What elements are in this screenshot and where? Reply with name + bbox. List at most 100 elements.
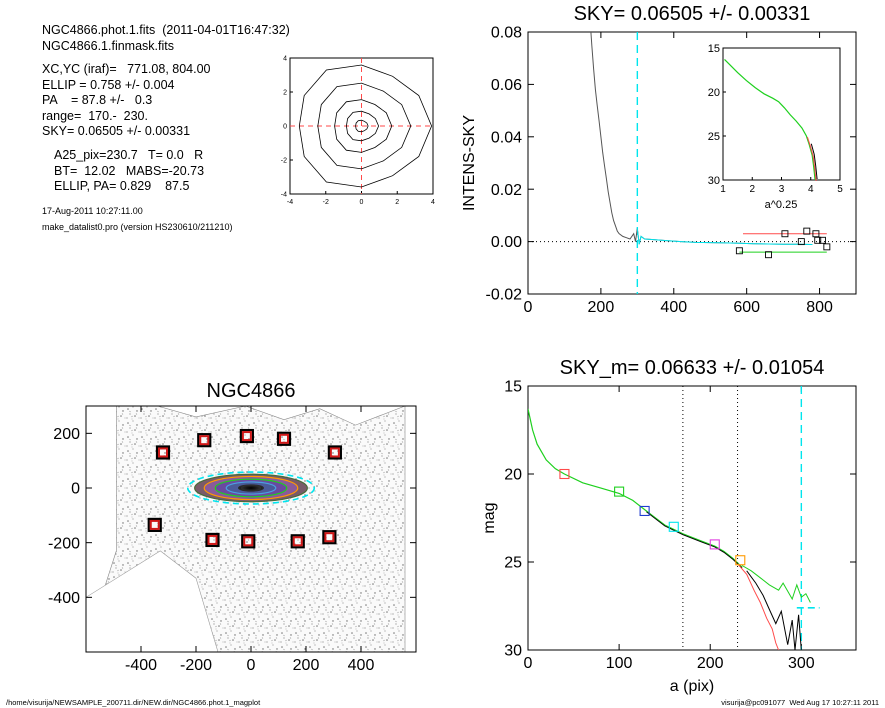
sky-box-inner xyxy=(324,532,335,543)
info-xcyc: XC,YC (iraf)= 771.08, 804.00 xyxy=(42,62,211,76)
sky-box-inner xyxy=(243,536,254,547)
info-bt: BT= 12.02 MABS=-20.73 xyxy=(54,164,205,178)
inset-xtick-label: 5 xyxy=(837,184,843,195)
info-pa: PA = 87.8 +/- 0.3 xyxy=(42,93,153,107)
image-ytick-label: -200 xyxy=(48,535,80,552)
sky-point xyxy=(819,236,826,244)
mag-plot-xtick-label: 0 xyxy=(524,655,533,672)
sky-point xyxy=(812,230,820,238)
sky-box-outer xyxy=(239,428,254,444)
contour-level xyxy=(317,82,412,170)
sky-plot-ylabel: INTENS-SKY xyxy=(461,115,478,211)
inset-profile-red xyxy=(806,136,817,182)
sky-point xyxy=(735,247,743,255)
contour-ytick-label: 2 xyxy=(283,90,287,97)
sky-plot-xtick-label: 800 xyxy=(806,299,833,316)
sky-box-inner xyxy=(207,534,218,545)
sky-plot-ytick-label: -0.02 xyxy=(486,287,523,304)
sky-box-inner xyxy=(158,447,168,458)
image-xtick-label: 200 xyxy=(293,657,320,674)
sky-box-outer xyxy=(147,517,162,533)
sky-plot-xtick-label: 200 xyxy=(588,299,615,316)
inset-profile-green xyxy=(724,58,816,181)
sky-box-inner xyxy=(199,435,210,446)
contour-xtick-label: 2 xyxy=(395,199,399,206)
sky-box-inner xyxy=(329,447,340,458)
image-title: NGC4866 xyxy=(207,380,296,402)
mag-plot-xtick-label: 300 xyxy=(788,655,815,672)
sky-point xyxy=(797,238,805,246)
mag-marker xyxy=(735,555,746,566)
mag-marker xyxy=(559,468,570,480)
mag-plot-title: SKY_m= 0.06633 +/- 0.01054 xyxy=(560,357,825,379)
sky-box-outer xyxy=(290,534,305,549)
sky-box-outer xyxy=(205,532,220,548)
sky-point xyxy=(781,230,789,238)
mag-tail-green xyxy=(741,565,811,603)
inset-xlabel: a^0.25 xyxy=(765,199,798,211)
image-xtick-label: -400 xyxy=(125,657,157,674)
sky-point xyxy=(765,251,772,259)
mag-plot-xlabel: a (pix) xyxy=(670,678,714,695)
sky-box-inner xyxy=(149,519,160,530)
mag-plot-ytick-label: 30 xyxy=(504,643,522,660)
sky-plot-ytick-label: 0.08 xyxy=(491,25,522,42)
image-xtick-label: -200 xyxy=(180,657,212,674)
footer-path: /home/visurija/NEWSAMPLE_200711.dir/NEW.… xyxy=(6,698,261,707)
sky-point xyxy=(814,236,822,244)
sky-point xyxy=(803,227,811,235)
contour-xtick-label: 4 xyxy=(431,199,435,206)
sky-plot-ytick-label: 0.04 xyxy=(491,129,522,146)
inset-ytick-label: 15 xyxy=(708,43,720,55)
sky-box-outer xyxy=(276,431,292,446)
inset-ytick-label: 20 xyxy=(708,87,720,99)
inset-xtick-label: 3 xyxy=(779,184,785,195)
info-date: 17-Aug-2011 10:27:11.00 xyxy=(42,206,143,216)
image-ytick-label: 200 xyxy=(53,426,80,443)
info-ellip: ELLIP = 0.758 +/- 0.004 xyxy=(42,78,175,92)
sky-plot-ytick-label: 0.00 xyxy=(491,234,522,251)
contour-level xyxy=(298,64,433,188)
inset-profile-black xyxy=(810,143,818,180)
contour-xtick-label: -4 xyxy=(287,199,293,206)
info-program: make_datalist0.pro (version HS230610/211… xyxy=(42,222,233,232)
contour-level xyxy=(345,110,380,142)
sky-plot-ytick-label: 0.06 xyxy=(491,77,522,94)
mag-plot-ytick-label: 25 xyxy=(504,555,522,572)
sky-plot-xtick-label: 400 xyxy=(660,299,687,316)
mag-marker xyxy=(614,486,625,497)
sky-box-outer xyxy=(327,445,342,460)
mag-profile-black xyxy=(646,511,743,569)
contour-level xyxy=(355,119,369,133)
mag-plot-xtick-label: 100 xyxy=(606,655,633,672)
footer-user-date: visurija@pc091077 Wed Aug 17 10:27:11 20… xyxy=(721,698,879,707)
contour-ytick-label: 4 xyxy=(283,56,287,63)
inset-ytick-label: 30 xyxy=(708,175,720,187)
mag-tail-red xyxy=(737,563,780,650)
sky-box-outer xyxy=(197,433,212,448)
sky-box-inner xyxy=(279,433,289,444)
sky-plot-title: SKY= 0.06505 +/- 0.00331 xyxy=(574,3,811,25)
sky-box-outer xyxy=(155,445,171,460)
contour-ytick-label: 0 xyxy=(283,124,287,131)
sky-box-outer xyxy=(322,530,337,545)
sky-point xyxy=(823,243,831,251)
contour-xtick-label: -2 xyxy=(323,199,329,206)
sky-plot-xtick-label: 0 xyxy=(524,299,533,316)
sky-plot-ytick-label: 0.02 xyxy=(491,182,522,199)
contour-ytick-label: -4 xyxy=(281,192,287,199)
sky-box-outer xyxy=(241,534,256,549)
inset-xtick-label: 2 xyxy=(749,184,755,195)
galaxy-core xyxy=(241,485,261,491)
info-file-line: NGC4866.phot.1.fits (2011-04-01T16:47:32… xyxy=(42,23,290,37)
mag-plot-frame xyxy=(527,385,857,651)
inset-ytick-label: 25 xyxy=(708,131,720,143)
mag-profile-green xyxy=(528,408,743,568)
mag-plot-xtick-label: 200 xyxy=(697,655,724,672)
contour-ytick-label: -2 xyxy=(281,158,287,165)
mag-marker xyxy=(668,521,679,532)
info-sky: SKY= 0.06505 +/- 0.00331 xyxy=(42,124,191,138)
info-mask-line: NGC4866.1.finmask.fits xyxy=(42,39,174,53)
info-range: range= 170.- 230. xyxy=(42,109,148,123)
